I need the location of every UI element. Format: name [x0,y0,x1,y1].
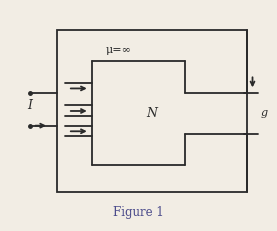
Text: g: g [261,108,268,118]
Text: Figure 1: Figure 1 [113,206,164,219]
Text: I: I [27,99,32,112]
Text: N: N [147,107,158,120]
Text: μ=∞: μ=∞ [106,45,132,55]
Bar [57,30,247,192]
